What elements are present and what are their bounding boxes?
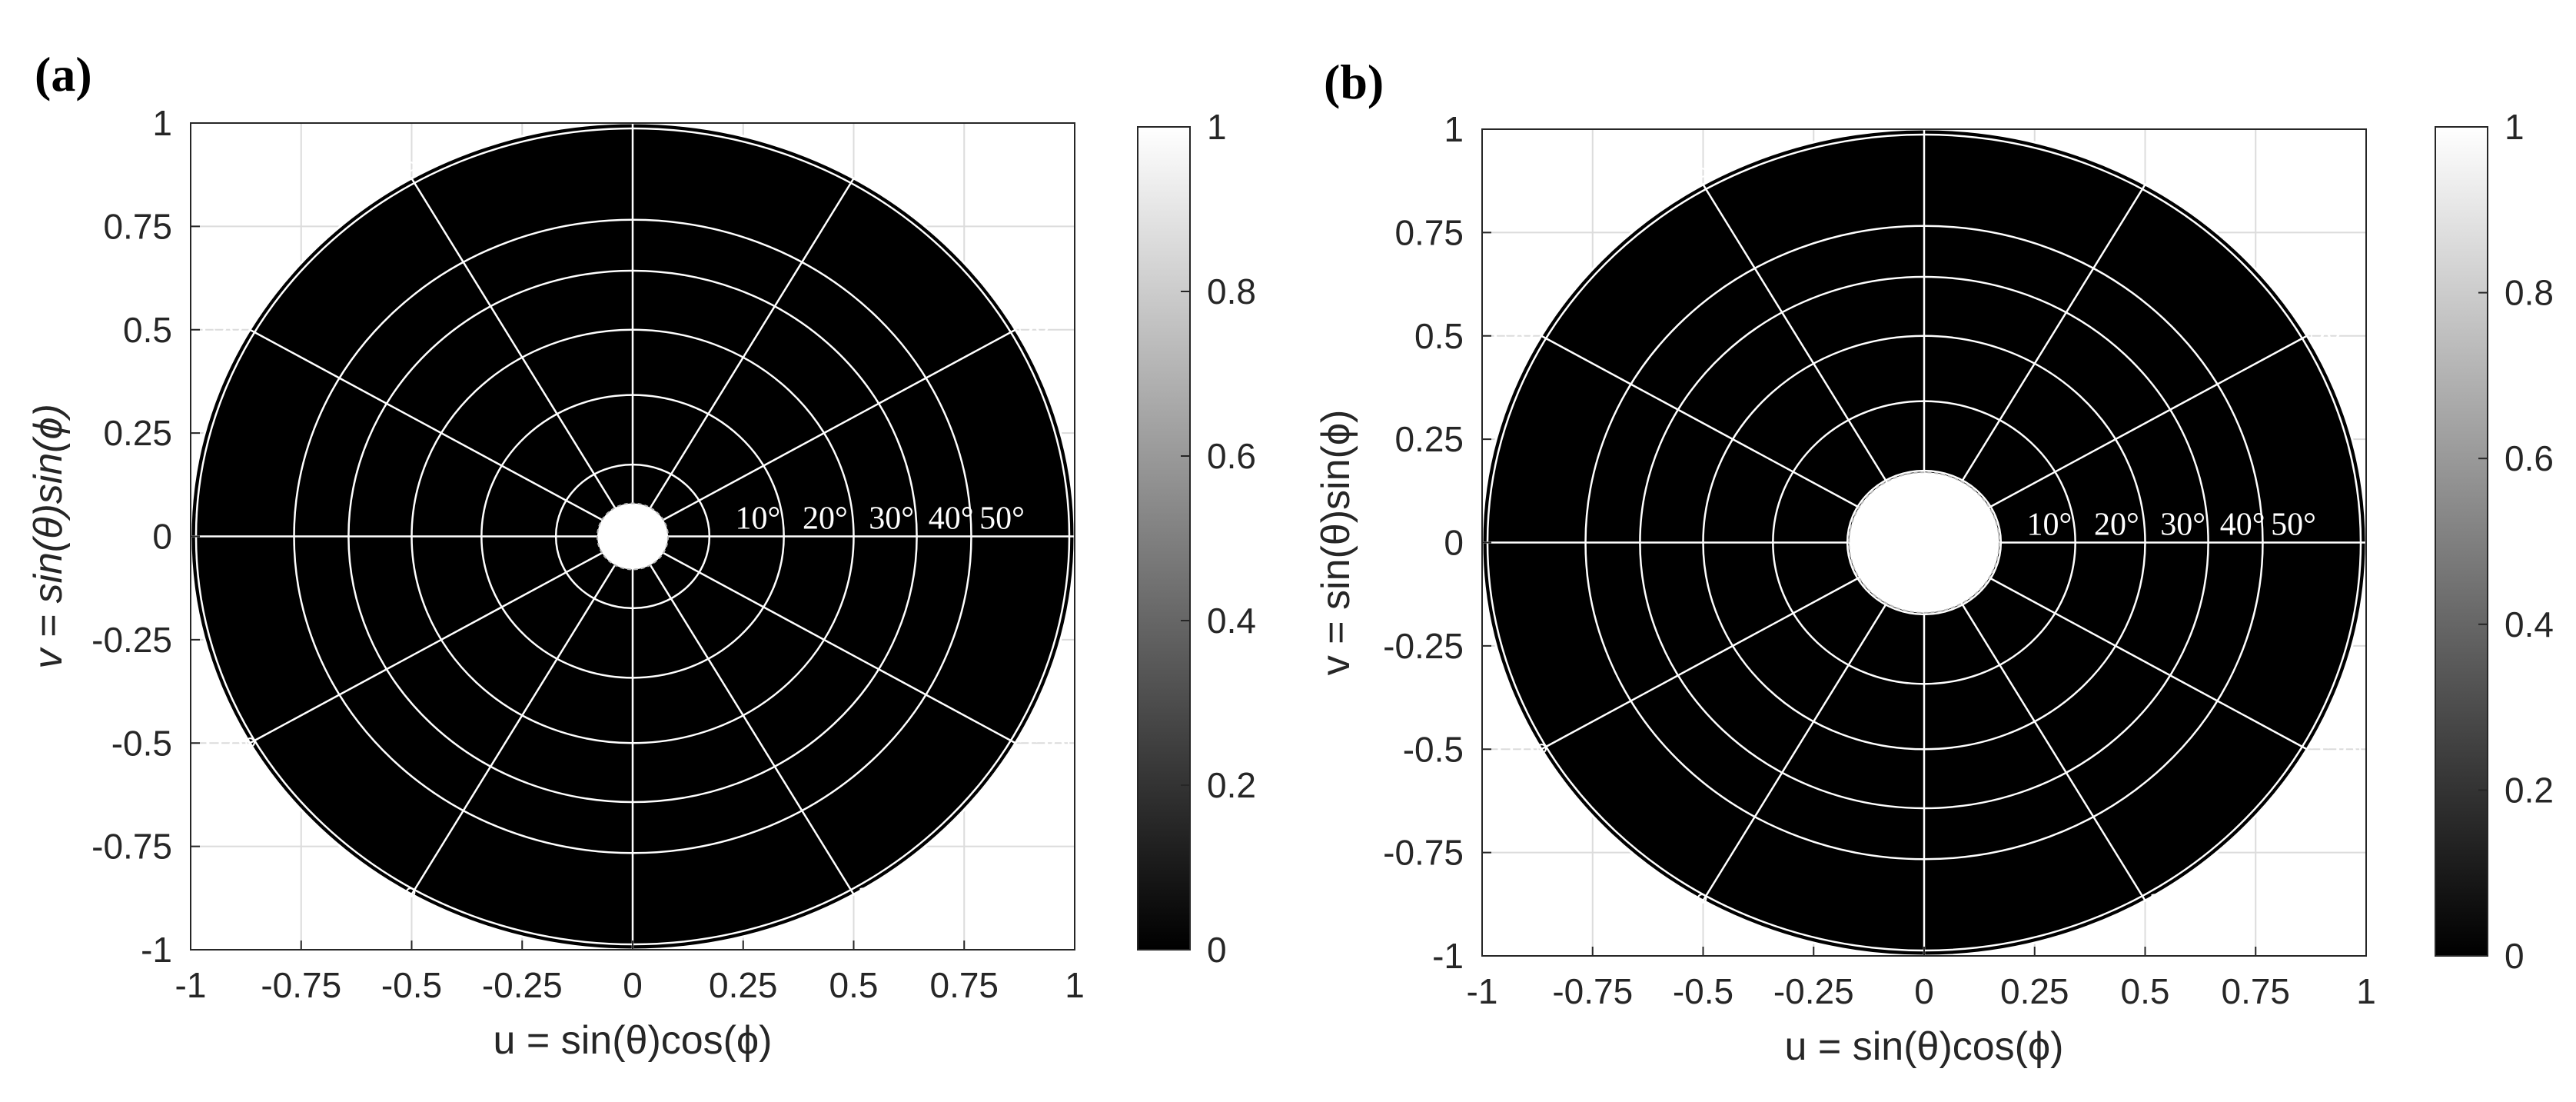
colorbar-tick-label: 1	[1207, 107, 1227, 147]
x-tick-label: 1	[2356, 971, 2376, 1011]
theta-label: 30°	[2160, 508, 2205, 543]
y-tick-label: -0.5	[111, 723, 172, 763]
phi-label: 330°	[1018, 732, 1079, 767]
theta-label: 50°	[2271, 508, 2316, 543]
x-axis-label: u = sin(θ)cos(ϕ)	[1785, 1024, 2064, 1069]
chart-panel-a: 10° 20° 30° 40° 50° 30° 60° 120° 150° 210° 240° 300…	[26, 47, 1256, 1063]
panel-label: (b)	[1324, 55, 1384, 109]
theta-label: 20°	[2094, 508, 2139, 543]
x-tick-label: -0.25	[1773, 971, 1854, 1011]
y-axis-label: v = sin(θ)sin(ϕ)	[26, 404, 71, 669]
x-tick-label: 0.5	[829, 965, 879, 1005]
colorbar-tick-label: 1	[2505, 107, 2524, 147]
theta-label: 40°	[929, 501, 974, 537]
x-tick-label: 0	[623, 965, 643, 1005]
x-tick-label: -0.5	[1673, 971, 1733, 1011]
x-tick-label: -0.75	[261, 965, 341, 1005]
x-tick-label: 0.5	[2121, 971, 2170, 1011]
phi-spoke	[631, 178, 855, 538]
theta-label: 40°	[2220, 508, 2265, 543]
y-tick-label: 0.75	[103, 206, 172, 246]
phi-label: 150°	[1487, 311, 1548, 347]
y-tick-label: -0.75	[91, 827, 172, 867]
y-tick-label: 0.5	[123, 310, 172, 350]
phi-label: 30°	[1018, 305, 1063, 341]
phi-label: 150°	[195, 305, 257, 341]
y-tick-label: 0.25	[103, 413, 172, 453]
colorbar-tick-label: 0.8	[2505, 273, 2554, 313]
x-tick-label: -1	[175, 965, 207, 1005]
x-tick-label: -1	[1467, 971, 1498, 1011]
colorbar-tick-label: 0.8	[1207, 271, 1256, 311]
phi-label: 120°	[356, 156, 417, 191]
y-tick-label: -0.5	[1403, 729, 1464, 769]
x-tick-label: 0.25	[709, 965, 778, 1005]
y-tick-label: -0.25	[91, 620, 172, 660]
colorbar	[2435, 126, 2488, 957]
phi-spoke	[410, 178, 634, 538]
x-axis-label: u = sin(θ)cos(ϕ)	[494, 1018, 773, 1063]
y-tick-label: -0.75	[1383, 833, 1464, 873]
phi-label: 210°	[1487, 738, 1548, 774]
y-tick-label: 0.5	[1414, 316, 1464, 356]
y-tick-label: 1	[152, 103, 172, 143]
x-tick-label: 0.75	[929, 965, 999, 1005]
colorbar-tick-label: 0.4	[1207, 601, 1256, 641]
phi-spoke	[249, 328, 633, 538]
y-tick-label: 0	[152, 517, 172, 557]
colorbar-tick-label: 0	[2505, 936, 2524, 976]
phi-label: 60°	[858, 156, 903, 191]
x-tick-label: 0.75	[2221, 971, 2290, 1011]
y-tick-label: 1	[1444, 109, 1464, 149]
y-tick-label: 0.75	[1394, 212, 1464, 252]
colorbar-tick-label: 0.6	[1207, 436, 1256, 476]
y-tick-label: -1	[1432, 936, 1464, 976]
phi-spoke	[631, 535, 855, 895]
theta-label: 50°	[979, 501, 1025, 537]
x-tick-label: 0.25	[2000, 971, 2069, 1011]
chart-panel-b: 10° 20° 30° 40° 50° 30° 60° 120° 150° 210° 240° 300…	[1314, 55, 2554, 1069]
panel-label: (a)	[35, 47, 92, 102]
theta-label: 10°	[2026, 508, 2072, 543]
colorbar-tick-label: 0.6	[2505, 438, 2554, 478]
y-axis-label: v = sin(θ)sin(ϕ)	[1314, 410, 1358, 676]
phi-label: 30°	[2309, 311, 2355, 347]
phi-spoke	[249, 535, 633, 744]
colorbar-tick-label: 0	[1207, 930, 1227, 970]
phi-spoke	[410, 535, 634, 895]
phi-spoke	[632, 328, 1016, 538]
phi-spoke	[632, 535, 1016, 744]
main-beam	[1848, 471, 2000, 614]
x-tick-label: -0.5	[381, 965, 442, 1005]
phi-label: 120°	[1647, 162, 1709, 198]
x-tick-label: -0.75	[1552, 971, 1633, 1011]
colorbar-tick-label: 0.4	[2505, 604, 2554, 644]
phi-label: 240°	[1647, 887, 1709, 923]
colorbar	[1137, 126, 1191, 951]
colorbar-tick-label: 0.2	[2505, 770, 2554, 810]
phi-label: 240°	[356, 881, 417, 917]
y-tick-label: 0	[1444, 523, 1464, 563]
colorbar-tick-label: 0.2	[1207, 765, 1256, 805]
y-tick-label: -0.25	[1383, 626, 1464, 666]
theta-label: 10°	[735, 501, 780, 537]
y-tick-label: -1	[141, 930, 172, 970]
theta-label: 20°	[803, 501, 848, 537]
main-beam	[597, 502, 669, 571]
phi-label: 330°	[2309, 738, 2371, 774]
x-tick-label: 0	[1914, 971, 1934, 1011]
phi-label: 300°	[2149, 887, 2211, 923]
phi-label: 60°	[2149, 162, 2195, 198]
x-tick-label: 1	[1065, 965, 1085, 1005]
x-tick-label: -0.25	[482, 965, 563, 1005]
y-tick-label: 0.25	[1394, 419, 1464, 459]
phi-label: 210°	[195, 732, 257, 767]
theta-label: 30°	[869, 501, 914, 537]
phi-label: 300°	[858, 881, 919, 917]
